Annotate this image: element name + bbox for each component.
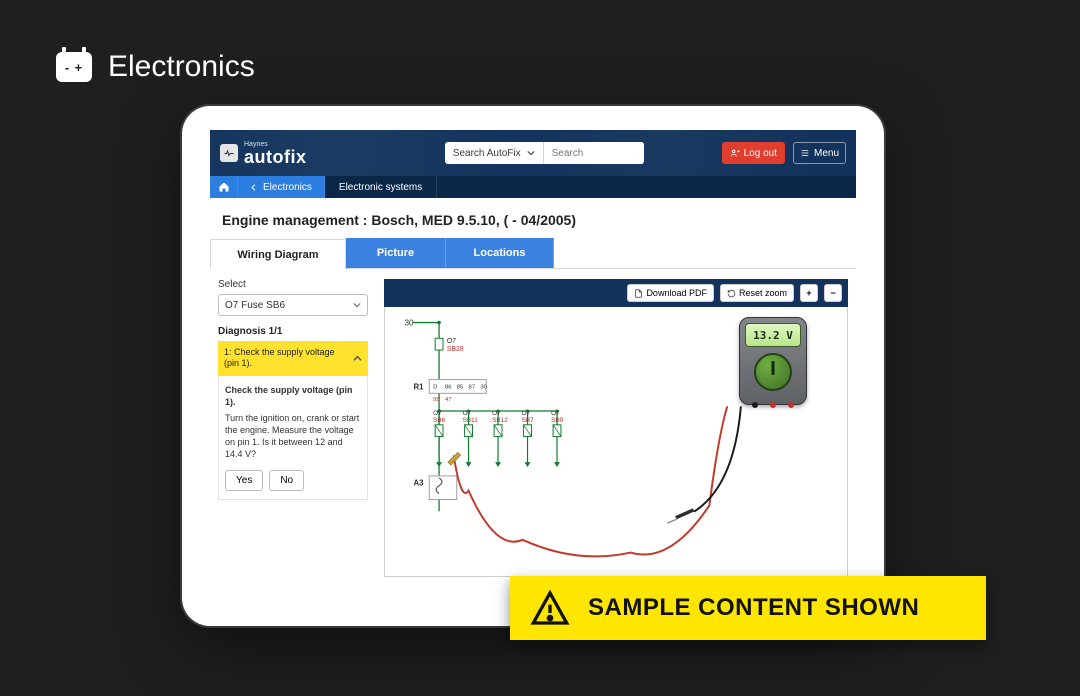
logout-button[interactable]: Log out xyxy=(722,142,785,164)
breadcrumb: Electronics Electronic systems xyxy=(210,176,856,198)
breadcrumb-current[interactable]: Electronic systems xyxy=(325,176,437,198)
diagram-canvas[interactable]: 30O7SB28R1D868587309547O7SB6O7SB11O7SB12… xyxy=(384,307,848,577)
chevron-down-icon xyxy=(353,301,361,309)
select-label: Select xyxy=(218,279,368,290)
tab-picture[interactable]: Picture xyxy=(346,238,446,268)
search-input[interactable] xyxy=(544,142,644,164)
multimeter-dial xyxy=(754,353,792,391)
diagnosis-step-body: Check the supply voltage (pin 1). Turn t… xyxy=(218,376,368,501)
svg-text:47: 47 xyxy=(445,397,452,403)
diagnosis-step-header[interactable]: 1: Check the supply voltage (pin 1). xyxy=(218,341,368,376)
svg-text:O7: O7 xyxy=(447,338,456,345)
download-icon xyxy=(634,289,643,298)
component-select[interactable]: O7 Fuse SB6 xyxy=(218,294,368,316)
diagnosis-body-text: Turn the ignition on, crank or start the… xyxy=(225,412,361,461)
multimeter-reading: 13.2 V xyxy=(745,323,801,347)
svg-text:SB12: SB12 xyxy=(492,417,508,424)
svg-text:SB9: SB9 xyxy=(551,417,564,424)
brand-bottom: autofix xyxy=(244,147,307,167)
diagram-panel: Download PDF Reset zoom + − 30 O7SB28 R1 D 8… xyxy=(384,279,848,577)
multimeter-jacks xyxy=(740,402,806,408)
breadcrumb-home[interactable] xyxy=(210,176,238,198)
breadcrumb-back-label: Electronics xyxy=(263,182,312,193)
tab-wiring-diagram[interactable]: Wiring Diagram xyxy=(210,239,346,269)
breadcrumb-current-label: Electronic systems xyxy=(339,182,422,193)
zoom-out-button[interactable]: − xyxy=(824,284,842,302)
brand-logo-icon xyxy=(220,144,238,162)
svg-text:A3: A3 xyxy=(414,479,425,488)
svg-text:30: 30 xyxy=(480,384,487,390)
tab-locations[interactable]: Locations xyxy=(446,238,554,268)
home-icon xyxy=(218,181,230,193)
view-tabs: Wiring Diagram Picture Locations xyxy=(210,238,856,269)
warning-icon xyxy=(530,588,570,628)
download-pdf-button[interactable]: Download PDF xyxy=(627,284,714,302)
component-select-value: O7 Fuse SB6 xyxy=(225,300,285,311)
svg-text:D: D xyxy=(433,384,437,390)
breadcrumb-back[interactable]: Electronics xyxy=(238,176,325,198)
brand-top: Haynes xyxy=(244,141,307,148)
menu-button[interactable]: Menu xyxy=(793,142,846,164)
search-scope-label: Search AutoFix xyxy=(453,148,521,159)
sample-content-banner: SAMPLE CONTENT SHOWN xyxy=(510,576,986,640)
svg-text:SB6: SB6 xyxy=(433,417,446,424)
brand: Haynes autofix xyxy=(220,141,307,166)
battery-icon: - + xyxy=(56,52,92,82)
battery-glyph: - + xyxy=(65,60,84,75)
diagram-toolbar: Download PDF Reset zoom + − xyxy=(384,279,848,307)
svg-text:87: 87 xyxy=(469,384,476,390)
svg-text:R1: R1 xyxy=(414,382,425,391)
svg-text:86: 86 xyxy=(445,384,452,390)
diagnosis-body-title: Check the supply voltage (pin 1). xyxy=(225,384,361,408)
svg-text:SB11: SB11 xyxy=(463,417,479,424)
search-scope-dropdown[interactable]: Search AutoFix xyxy=(445,142,544,164)
answer-yes-button[interactable]: Yes xyxy=(225,470,263,491)
tablet-frame: Haynes autofix Search AutoFix Log out xyxy=(182,106,884,626)
chevron-up-icon xyxy=(353,354,362,363)
diagnosis-step-header-text: 1: Check the supply voltage (pin 1). xyxy=(224,347,349,370)
reset-icon xyxy=(727,289,736,298)
svg-text:95: 95 xyxy=(433,397,440,403)
svg-text:SB28: SB28 xyxy=(447,346,464,353)
answer-no-button[interactable]: No xyxy=(269,470,304,491)
multimeter: 13.2 V xyxy=(739,317,807,405)
svg-text:85: 85 xyxy=(457,384,464,390)
menu-label: Menu xyxy=(814,148,839,159)
sample-banner-text: SAMPLE CONTENT SHOWN xyxy=(588,594,919,622)
logout-label: Log out xyxy=(744,148,777,159)
hamburger-icon xyxy=(800,148,810,158)
category-header: - + Electronics xyxy=(56,50,255,84)
reset-zoom-button[interactable]: Reset zoom xyxy=(720,284,794,302)
category-title: Electronics xyxy=(108,50,255,84)
zoom-in-button[interactable]: + xyxy=(800,284,818,302)
app-topbar: Haynes autofix Search AutoFix Log out xyxy=(210,130,856,176)
search-group: Search AutoFix xyxy=(445,142,644,164)
chevron-left-icon xyxy=(250,184,257,191)
svg-text:SB7: SB7 xyxy=(522,417,535,424)
chevron-down-icon xyxy=(527,149,535,157)
diagnosis-counter: Diagnosis 1/1 xyxy=(218,326,368,337)
app-screen: Haynes autofix Search AutoFix Log out xyxy=(210,130,856,600)
diagnosis-sidebar: Select O7 Fuse SB6 Diagnosis 1/1 1: Chec… xyxy=(218,279,368,577)
page-title: Engine management : Bosch, MED 9.5.10, (… xyxy=(222,212,844,228)
logout-icon xyxy=(730,148,740,158)
